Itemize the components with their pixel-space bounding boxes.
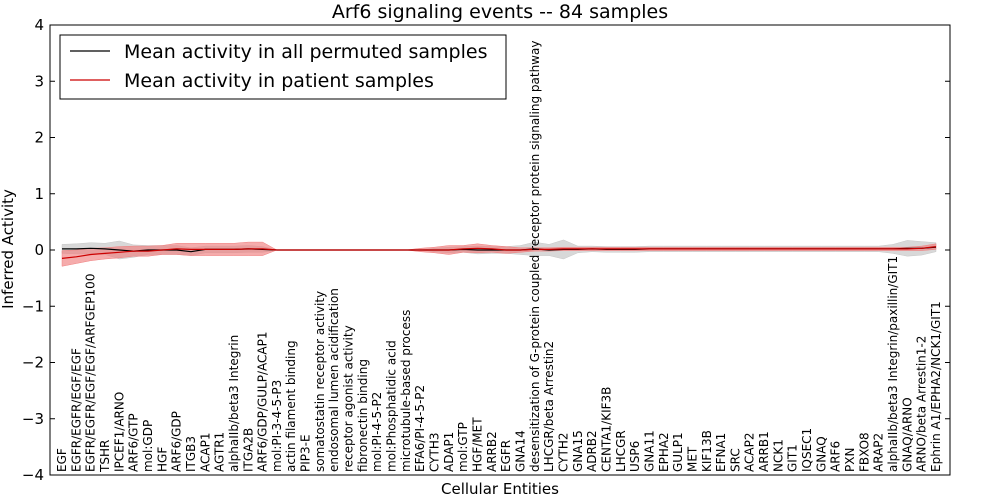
entity-label: IPCEF1/ARNO [112,392,126,472]
entity-label: GIT1 [786,444,800,472]
entity-label: ACAP2 [743,433,757,472]
entity-label: EGFR/EGFR/EGF/EGF/ARFGEP100 [84,274,98,472]
y-axis-ticks: −4 −3 −2 −1 0 1 2 3 4 [22,16,950,484]
entity-label: SRC [728,448,742,472]
y-tick-label: 3 [34,72,44,90]
entity-label: FBXO8 [857,432,871,472]
entity-label: microtubule-based process [399,310,413,472]
confidence-bands [61,239,937,267]
entity-label: mol:GTP [456,422,470,472]
entity-label: EGFR/EGFR/EGF/EGF [69,348,83,472]
entity-label: ARF6/GDP [170,411,184,472]
entity-label: IQSEC1 [800,428,814,472]
entity-label: USP6 [628,441,642,472]
entity-label: GULP1 [671,432,685,472]
entity-label: PIP3-E [299,434,313,472]
entity-label: AGTR1 [213,432,227,472]
entity-label: MET [685,446,699,472]
plot-frame [49,24,951,476]
entity-label: GNA14 [514,430,528,472]
band-patient [61,241,937,267]
entity-label: CYTH3 [428,433,442,473]
y-tick-label: −4 [22,466,44,484]
entity-labels: EGF EGFR/EGFR/EGF/EGF EGFR/EGFR/EGF/EGF/AR… [55,41,943,473]
chart-title: Arf6 signaling events -- 84 samples [332,1,668,23]
y-tick-label: −3 [22,410,44,428]
series-lines [61,246,937,259]
legend-label-patient: Mean activity in patient samples [124,70,434,92]
entity-label: EFNA1 [714,433,728,472]
entity-label: ARRB2 [485,431,499,472]
y-axis-title: Inferred Activity [0,189,17,309]
entity-label: GNAQ/ARNO [900,397,914,472]
entity-label: Ephrin A1/EPHA2/NCK1/GIT1 [929,301,943,472]
y-tick-label: 1 [34,185,44,203]
entity-label: desensitization of G-protein coupled rec… [528,41,542,472]
entity-label: ARRB1 [757,431,771,472]
x-axis-title: Cellular Entities [441,480,559,498]
y-tick-label: 0 [34,241,44,259]
y-tick-label: 4 [34,16,44,34]
entity-label: EGF [55,448,69,472]
entity-label: ACAP1 [198,433,212,472]
entity-label: ITGA2B [241,428,255,472]
entity-label: CENTA1/KIF3B [600,387,614,472]
entity-label: GNA11 [642,430,656,472]
entity-label: ARAP2 [872,433,886,472]
entity-label: LHCGR/beta Arrestin2 [542,341,556,472]
entity-label: actin filament binding [284,340,298,472]
entity-label: EGFR [499,440,513,472]
entity-label: GNA15 [571,430,585,472]
entity-label: ADAP1 [442,432,456,472]
entity-label: KIF13B [700,430,714,472]
entity-label: CYTH2 [557,433,571,473]
y-tick-label: −1 [22,297,44,315]
entity-label: mol:GDP [141,420,155,472]
entity-label: EFA6/PI-4-5-P2 [413,385,427,472]
entity-label: ARF6/GDP/GULP/ACAP1 [256,332,270,472]
entity-label: ARF6 [829,441,843,472]
entity-label: mol:PI-4-5-P2 [370,392,384,472]
entity-label: alphaIIb/beta3 Integrin [227,335,241,472]
entity-label: mol:PI-3-4-5-P3 [270,380,284,472]
entity-label: LHCGR [614,430,628,472]
entity-label: receptor agonist activity [342,325,356,472]
legend-box [59,34,507,100]
entity-label: TSHR [98,440,112,473]
entity-label: alphaIIb/beta3 Integrin/paxillin/GIT1 [886,256,900,472]
entity-label: EPHA2 [657,432,671,472]
y-tick-label: −2 [22,354,44,372]
entity-label: NCK1 [771,439,785,472]
legend-label-permuted: Mean activity in all permuted samples [124,41,487,63]
entity-label: ITGB3 [184,436,198,472]
line-patient [61,246,937,259]
entity-label: fibronectin binding [356,359,370,472]
entity-label: endosomal lumen acidification [327,288,341,472]
entity-label: ADRB2 [585,430,599,472]
entity-label: HGF [155,447,169,472]
entity-label: ARF6/GTP [127,413,141,472]
entity-label: PXN [843,448,857,472]
entity-label: ARNO/beta Arrestin1-2 [915,336,929,472]
entity-label: HGF/MET [471,417,485,472]
entity-label: mol:Phosphatidic acid [385,340,399,472]
y-tick-label: 2 [34,129,44,147]
entity-label: GNAQ [814,436,828,472]
legend: Mean activity in all permuted samples Me… [59,34,507,100]
entity-label: somatostatin receptor activity [313,291,327,472]
